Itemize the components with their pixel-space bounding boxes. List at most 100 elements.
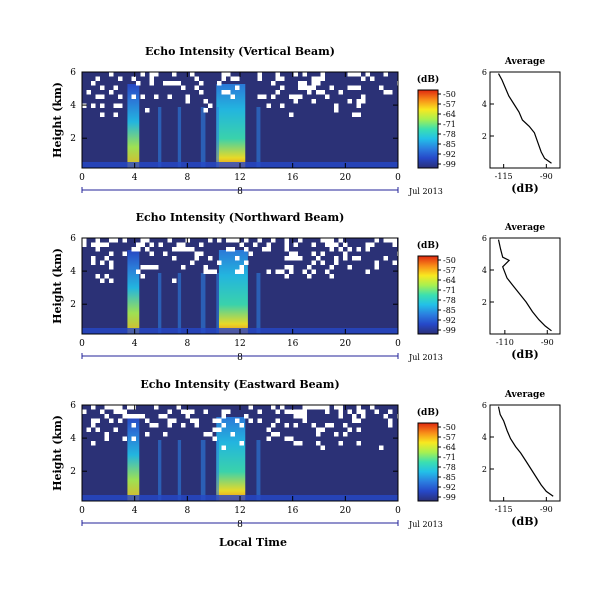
missing-cell [284,256,289,261]
missing-cell [383,238,388,243]
missing-cell [388,409,393,414]
missing-cell [190,72,195,77]
chart-title: Echo Intensity (Northward Beam) [136,211,345,224]
missing-cell [334,432,339,437]
missing-cell [181,242,186,247]
avg-x-tick-label: -115 [495,172,513,181]
missing-cell [397,81,402,86]
missing-cell [257,76,262,81]
missing-cell [91,260,96,265]
colorbar-tick-label: -64 [443,276,456,285]
missing-cell [217,260,222,265]
missing-cell [352,418,357,423]
missing-cell [185,414,190,419]
missing-cell [244,247,249,252]
missing-cell [383,414,388,419]
echo-column [218,250,248,334]
missing-cell [334,103,339,108]
x-tick-label: 8 [184,173,190,183]
xlabel-container: Local Time [203,536,303,549]
missing-cell [356,247,361,252]
missing-cell [140,414,145,419]
missing-cell [329,423,334,428]
missing-cell [181,409,186,414]
missing-cell [338,414,343,419]
echo-streak [177,440,182,501]
missing-cell [208,238,213,243]
missing-cell [91,103,96,108]
missing-cell [311,260,316,265]
missing-cell [293,423,298,428]
missing-cell [172,256,177,261]
echo-streak [256,107,261,168]
missing-cell [329,247,334,252]
colorbar-tick-label: -99 [443,160,456,169]
missing-cell [334,260,339,265]
missing-cell [181,247,186,252]
missing-cell [163,81,168,86]
missing-cell [185,94,190,99]
missing-cell [262,94,267,99]
missing-cell [325,423,330,428]
missing-cell [109,251,114,256]
avg-y-tick-label: 4 [482,100,487,109]
missing-cell [311,405,316,410]
missing-cell [154,423,159,428]
missing-cell [257,238,262,243]
missing-cell [280,85,285,90]
missing-cell [140,274,145,279]
missing-cell [239,265,244,270]
missing-cell [284,423,289,428]
missing-cell [356,256,361,261]
colorbar-tick-label: -78 [443,463,456,472]
missing-cell [289,94,294,99]
missing-cell [370,76,375,81]
panel-2: Echo Intensity (Northward Beam)0 4 8 12 16 20… [51,211,561,363]
missing-cell [104,405,109,410]
echo-streak [216,440,219,501]
missing-cell [347,72,352,77]
missing-cell [104,274,109,279]
missing-cell [343,432,348,437]
missing-cell [100,409,105,414]
missing-cell [113,405,118,410]
missing-cell [199,81,204,86]
x-tick-label: 20 [340,506,352,516]
colorbar [417,255,439,335]
missing-cell [370,242,375,247]
missing-cell [392,260,397,265]
x-tick-label: 16 [287,339,299,349]
missing-cell [302,409,307,414]
colorbar-tick-label: -99 [443,493,456,502]
y-tick-label: 4 [70,434,76,444]
colorbar [417,422,439,502]
missing-cell [388,238,393,243]
x-tick-label: 0 [395,506,401,516]
missing-cell [248,405,253,410]
colorbar-tick-label: -78 [443,296,456,305]
missing-cell [257,94,262,99]
missing-cell [203,432,208,437]
colorbar-tick-label: -50 [443,423,456,432]
missing-cell [365,247,370,252]
missing-cell [172,72,177,77]
colorbar-tick-label: -57 [443,100,456,109]
missing-cell [140,238,145,243]
missing-cell [334,256,339,261]
missing-cell [352,112,357,117]
y-tick-label: 2 [70,467,76,477]
y-tick-label: 6 [70,68,76,78]
missing-cell [190,260,195,265]
missing-cell [302,85,307,90]
average-title: Average [504,390,545,400]
missing-cell [239,242,244,247]
missing-cell [91,423,96,428]
missing-cell [140,72,145,77]
missing-cell [91,81,96,86]
missing-cell [293,256,298,261]
missing-cell [235,418,240,423]
missing-cell [230,76,235,81]
missing-cell [149,265,154,270]
missing-cell [343,256,348,261]
